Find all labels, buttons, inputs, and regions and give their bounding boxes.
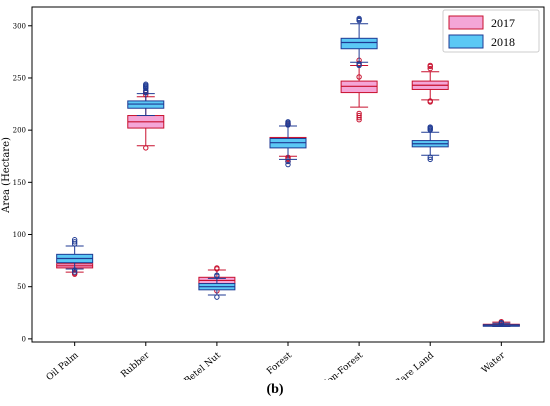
x-tick-label: Bare Land [393,350,436,380]
outlier-point [285,119,291,125]
outlier-point [498,319,505,326]
box-2017-rubber [127,88,165,151]
legend-label-2018: 2018 [491,35,515,49]
outlier-point [356,74,362,80]
y-tick-label: 300 [13,22,26,30]
outlier-point [356,15,362,22]
outlier-point [356,110,362,117]
box-2018-water [482,319,520,327]
box-plot-chart: 0 50 100 150 200 250 300 Oil Palm Rubber Betel N… [1,6,545,380]
box-2018-oil-palm [56,237,94,275]
outlier-point [143,145,149,151]
x-axis: Oil Palm Rubber Betel Nut Forest Non-Forest B… [45,342,508,380]
outlier-point [427,98,433,104]
y-tick-label: 150 [13,179,26,187]
outlier-point [71,269,78,275]
box-2018-betel-nut [198,272,236,300]
outlier-point [427,62,433,69]
box-2018-non-forest [340,15,378,69]
box-2018-rubber [127,81,165,117]
x-tick-label: Rubber [119,350,152,380]
plot-area [31,6,545,343]
box-2018-forest [269,119,307,168]
outlier-point [356,112,362,119]
outlier-point [71,267,78,273]
box-2017-non-forest [340,57,378,123]
y-axis: 0 50 100 150 200 250 300 [13,22,32,343]
outlier-point [427,124,433,130]
outlier-point [356,61,362,68]
outlier-point [214,265,220,271]
outlier-point [214,294,220,300]
x-tick-label: Oil Palm [45,350,81,380]
outlier-point [285,161,291,168]
y-axis-label: Area (Hectare) [1,137,12,214]
x-tick-label: Water [480,350,508,376]
caption-label: (b) [266,382,284,397]
outlier-point [427,154,433,160]
x-tick-label: Non-Forest [319,350,365,380]
outlier-point [143,81,149,87]
outlier-point [71,237,78,243]
outlier-point [427,65,433,72]
box-iqr [340,37,378,50]
box-2018-bare-land [411,124,449,163]
figure-caption: (b) [0,382,550,398]
y-tick-label: 250 [13,74,26,82]
y-tick-label: 200 [13,127,26,135]
y-tick-label: 100 [13,231,26,239]
y-tick-label: 50 [17,283,26,291]
x-tick-label: Forest [265,350,294,377]
series-2018 [56,15,520,327]
outlier-point [427,156,433,163]
legend-label-2017: 2017 [491,16,515,30]
legend-swatch-2018 [448,34,484,49]
legend: 2017 2018 [442,9,540,53]
x-tick-label: Betel Nut [183,350,223,380]
legend-swatch-2017 [448,15,484,30]
y-tick-label: 0 [22,335,26,343]
box-series [56,15,520,327]
box-2017-bare-land [411,62,449,105]
outlier-point [71,239,78,245]
outlier-point [214,272,220,278]
outlier-point [285,158,291,165]
